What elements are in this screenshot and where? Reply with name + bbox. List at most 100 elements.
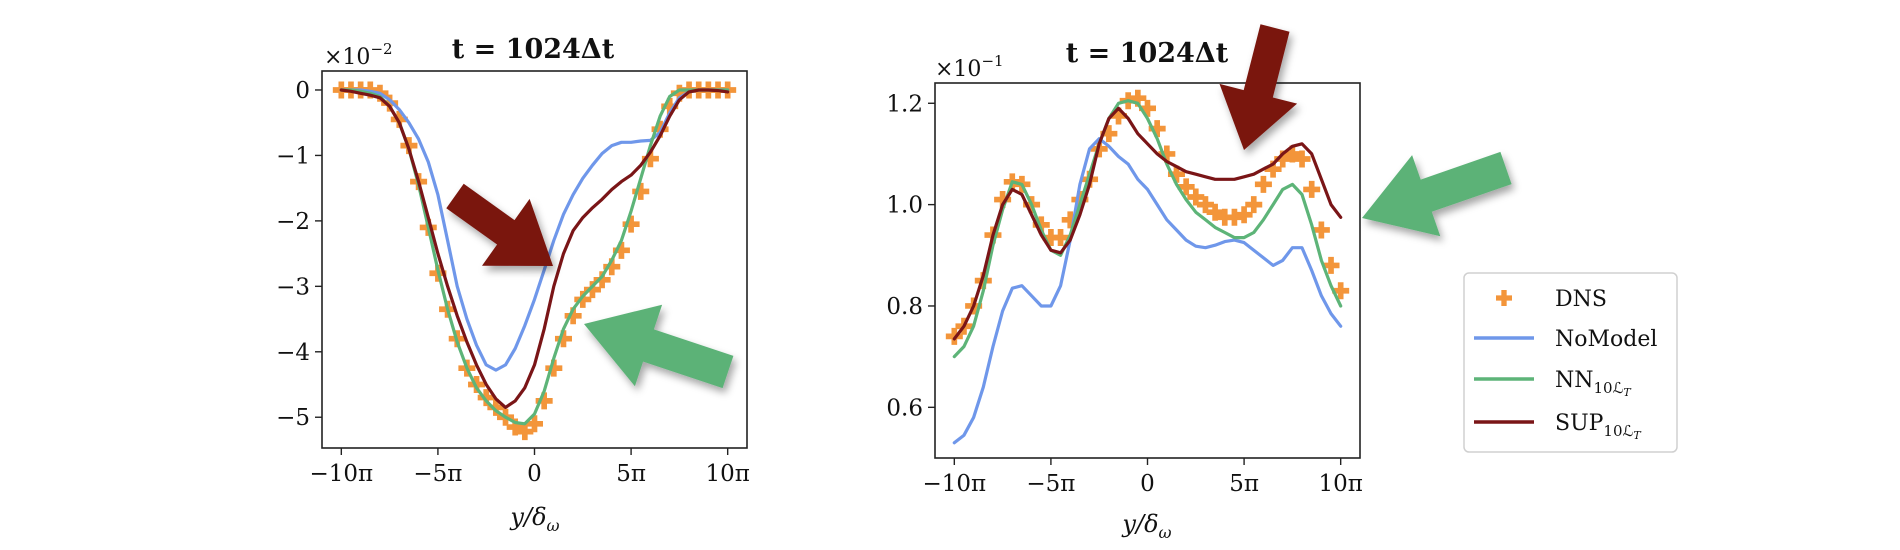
dns-marker — [1235, 206, 1253, 224]
dns-marker — [381, 94, 399, 112]
x-tick-label: −5π — [1026, 471, 1075, 497]
x-tick-label: 10π — [705, 461, 749, 487]
series-nn — [952, 99, 1343, 359]
dns-marker — [1254, 175, 1272, 193]
dns-marker — [390, 110, 408, 128]
dns-marker — [1225, 208, 1243, 226]
left-plot: t = 1024Δt ×10−2 y/δω −10π −5π 0 5π 10π 0 −1 −2… — [276, 34, 750, 535]
dns-marker — [1187, 188, 1205, 206]
dns-marker — [1196, 196, 1214, 214]
dns-marker — [622, 215, 640, 233]
y-tick-label: −3 — [276, 274, 310, 300]
x-tick-label: −10π — [922, 471, 986, 497]
dns-marker — [516, 423, 534, 441]
x-tick-label: 0 — [1140, 471, 1155, 497]
dns-marker — [583, 281, 601, 299]
axes-frame — [934, 82, 1361, 459]
dns-marker — [1167, 165, 1185, 183]
y-tick-label: −2 — [276, 209, 310, 235]
right-plot: t = 1024Δt ×10−1 y/δω −10π −5π 0 5π 10π 1.2 1.… — [886, 38, 1362, 542]
dns-marker — [1303, 180, 1321, 198]
legend-nn-label: NN10ℒT — [1555, 368, 1632, 399]
dns-marker — [535, 392, 553, 410]
dns-marker — [641, 150, 659, 168]
right-plot-multiplier: ×10−1 — [935, 52, 1004, 82]
legend-sup-label: SUP10ℒT — [1555, 411, 1642, 442]
left-plot-title: t = 1024Δt — [452, 34, 615, 65]
series-nomodel — [952, 137, 1343, 445]
dns-marker — [1283, 145, 1301, 163]
dns-marker — [1312, 221, 1330, 239]
dns-marker — [1061, 211, 1079, 229]
dns-marker — [1100, 125, 1118, 143]
y-tick-label: 0.6 — [886, 395, 923, 421]
green-arrow-icon — [1362, 151, 1512, 237]
legend-dns-label: DNS — [1555, 287, 1607, 312]
dns-marker — [574, 290, 592, 308]
y-tick-label: −1 — [276, 143, 310, 169]
dns-marker — [1245, 196, 1263, 214]
red-arrow-icon — [1219, 24, 1298, 150]
dns-marker — [670, 84, 688, 102]
y-tick-label: 0 — [295, 78, 310, 104]
dns-marker — [1264, 160, 1282, 178]
dns-marker — [506, 418, 524, 436]
dns-marker — [1158, 145, 1176, 163]
nn-line — [952, 99, 1343, 359]
dns-marker — [1177, 178, 1195, 196]
x-tick-label: −10π — [309, 461, 373, 487]
dns-marker — [593, 271, 611, 289]
left-plot-xlabel: y/δω — [509, 503, 559, 535]
left-plot-multiplier: ×10−2 — [324, 40, 393, 70]
dns-marker — [1110, 107, 1128, 125]
sup-line — [952, 106, 1343, 341]
dns-marker — [545, 359, 563, 377]
y-tick-label: −4 — [276, 340, 310, 366]
series-sup — [339, 88, 730, 409]
y-tick-label: 1.2 — [886, 91, 923, 117]
annotation-arrows — [446, 24, 1512, 389]
dns-marker — [564, 307, 582, 325]
dns-marker — [526, 415, 543, 433]
dns-marker — [1293, 150, 1311, 168]
dns-marker — [554, 330, 572, 348]
dns-marker — [612, 241, 630, 259]
dns-marker — [1332, 282, 1350, 300]
dns-marker — [661, 97, 679, 115]
x-tick-label: 5π — [1229, 471, 1259, 497]
dns-marker — [1139, 99, 1156, 117]
dns-marker — [1129, 89, 1147, 107]
legend-box — [1463, 272, 1678, 453]
plot-area — [945, 89, 1350, 445]
dns-marker — [1206, 203, 1224, 221]
dns-marker — [1274, 150, 1292, 168]
legend-dns-marker — [1496, 290, 1512, 306]
dns-marker — [1042, 229, 1060, 247]
nomodel-line — [952, 137, 1343, 445]
y-tick-label: 0.8 — [886, 294, 923, 320]
dns-marker — [1052, 229, 1070, 247]
dns-marker — [632, 182, 650, 200]
dns-marker — [487, 398, 505, 416]
x-tick-label: 10π — [1318, 471, 1362, 497]
dns-marker — [1148, 120, 1166, 138]
series-dns — [945, 89, 1350, 345]
red-arrow-icon — [446, 183, 553, 266]
dns-marker — [1216, 208, 1234, 226]
right-plot-title: t = 1024Δt — [1066, 38, 1229, 69]
x-tick-label: −5π — [413, 461, 462, 487]
legend: DNS NoModel NN10ℒT SUP10ℒT — [1463, 272, 1678, 453]
plot-area — [332, 81, 737, 441]
dns-marker — [477, 389, 495, 407]
dns-marker — [603, 258, 621, 276]
dns-marker — [994, 191, 1012, 209]
dns-marker — [1032, 216, 1050, 234]
x-tick-label: 5π — [616, 461, 646, 487]
sup-line — [339, 88, 730, 409]
legend-nomodel-label: NoModel — [1555, 327, 1657, 352]
y-tick-label: −5 — [276, 405, 310, 431]
x-tick-label: 0 — [527, 461, 542, 487]
green-arrow-icon — [584, 304, 734, 389]
y-tick-label: 1.0 — [886, 193, 923, 219]
